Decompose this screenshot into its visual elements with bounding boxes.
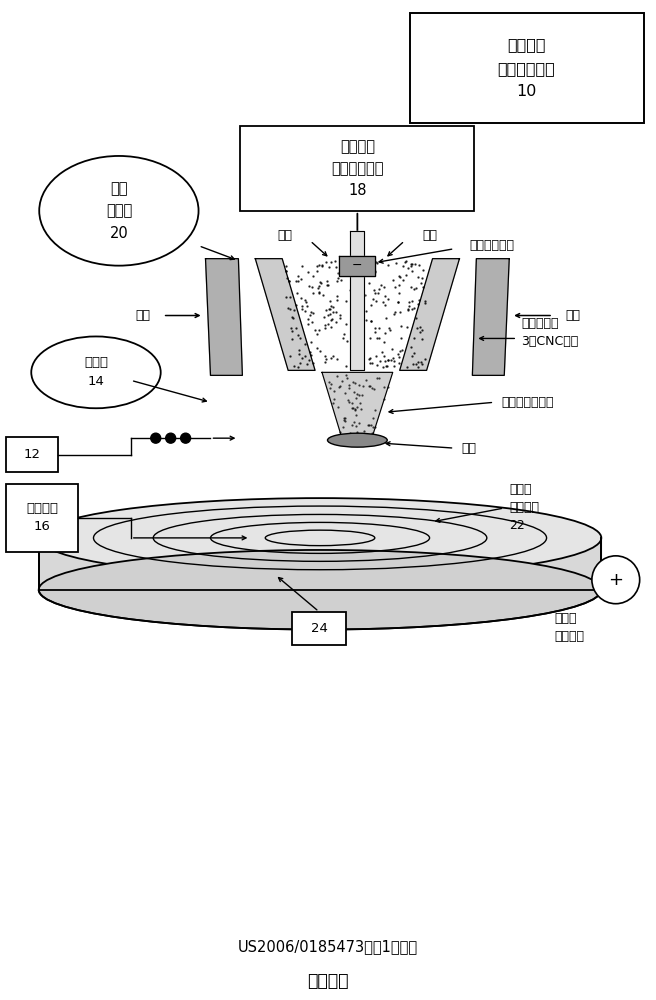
Text: 氩气: 氩气 — [422, 229, 438, 242]
Text: 12: 12 — [24, 448, 41, 461]
Ellipse shape — [39, 498, 602, 578]
Text: 氩气: 氩气 — [565, 309, 581, 322]
Bar — [409, 13, 644, 123]
Circle shape — [151, 433, 161, 443]
Text: 24: 24 — [310, 622, 327, 635]
Circle shape — [592, 556, 640, 604]
Polygon shape — [400, 259, 459, 370]
Text: 等离子体
转移电弧焊炬
18: 等离子体 转移电弧焊炬 18 — [331, 139, 384, 198]
Bar — [292, 612, 346, 645]
Polygon shape — [350, 231, 364, 370]
Polygon shape — [205, 259, 242, 375]
Circle shape — [166, 433, 176, 443]
Text: 氩气: 氩气 — [135, 309, 150, 322]
Text: −: − — [352, 259, 363, 272]
Text: 近净形
沉积部件
22: 近净形 沉积部件 22 — [509, 483, 539, 532]
Polygon shape — [255, 259, 315, 370]
Text: 高温氩等离子体: 高温氩等离子体 — [501, 396, 554, 409]
Bar — [7, 437, 58, 472]
Text: 熔池: 熔池 — [461, 442, 476, 455]
Ellipse shape — [39, 156, 199, 266]
Text: 等离子体
转移电弧系统
10: 等离子体 转移电弧系统 10 — [497, 37, 555, 99]
Circle shape — [180, 433, 191, 443]
Text: US2006/0185473的图1的复制: US2006/0185473的图1的复制 — [238, 939, 418, 954]
Text: 焊炬位置的
3轴CNC控制: 焊炬位置的 3轴CNC控制 — [521, 317, 579, 348]
Text: 送丝机
14: 送丝机 14 — [84, 356, 108, 388]
Polygon shape — [339, 256, 375, 276]
Polygon shape — [39, 538, 602, 590]
Text: 旋转和
倾斜控制: 旋转和 倾斜控制 — [554, 612, 584, 643]
Text: 氩气: 氩气 — [277, 229, 292, 242]
Ellipse shape — [31, 336, 161, 408]
Ellipse shape — [327, 433, 387, 447]
Bar — [7, 484, 78, 552]
Polygon shape — [472, 259, 509, 375]
Bar — [240, 126, 474, 211]
Text: +: + — [608, 571, 623, 589]
Text: 非自耗钨电极: 非自耗钨电极 — [470, 239, 514, 252]
Text: 合金粉末
16: 合金粉末 16 — [26, 502, 58, 533]
Text: 功率
供给器
20: 功率 供给器 20 — [106, 181, 132, 241]
Ellipse shape — [39, 550, 602, 630]
Polygon shape — [322, 372, 393, 438]
Text: 现有技术: 现有技术 — [307, 972, 349, 990]
